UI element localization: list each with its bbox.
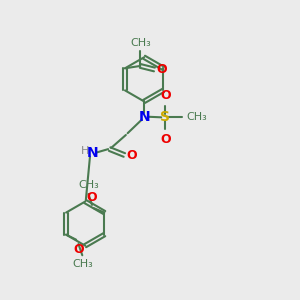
Text: O: O: [160, 89, 171, 102]
Text: O: O: [127, 149, 137, 162]
Text: CH₃: CH₃: [186, 112, 207, 122]
Text: CH₃: CH₃: [72, 259, 93, 269]
Text: O: O: [87, 191, 97, 204]
Text: N: N: [138, 110, 150, 124]
Text: N: N: [87, 146, 99, 160]
Text: CH₃: CH₃: [130, 38, 151, 48]
Text: H: H: [81, 146, 89, 156]
Text: O: O: [74, 243, 84, 256]
Text: CH₃: CH₃: [78, 180, 99, 190]
Text: S: S: [160, 110, 170, 124]
Text: O: O: [160, 133, 171, 146]
Text: O: O: [157, 63, 167, 76]
